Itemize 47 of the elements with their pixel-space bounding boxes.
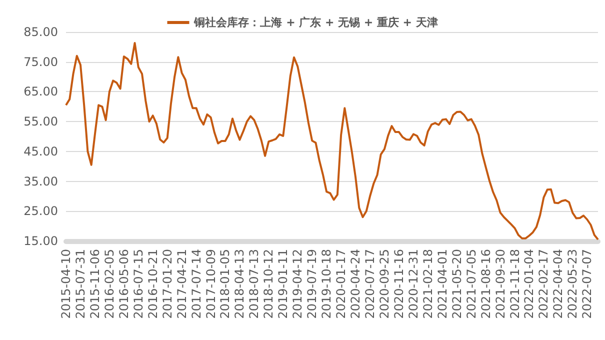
- x-tick-label: 2021-02-18: [420, 249, 435, 319]
- x-tick-label: 2021-05-20: [450, 249, 464, 319]
- x-tick-label: 2021-04-01: [435, 249, 450, 319]
- x-tick-label: 2018-04-13: [232, 249, 247, 319]
- x-tick-label: 2020-04-24: [348, 249, 363, 319]
- x-tick-label: 2015-11-06: [88, 249, 102, 319]
- x-tick-label: 2019-07-19: [305, 249, 320, 319]
- x-tick-label: 2018-01-05: [218, 249, 232, 319]
- x-tick-label: 2016-07-15: [131, 249, 146, 319]
- x-tick-label: 2021-09-30: [493, 249, 508, 319]
- x-tick-label: 2018-10-12: [262, 249, 276, 319]
- y-tick-label: 65.00: [24, 84, 58, 99]
- x-tick-label: 2018-07-13: [247, 249, 262, 319]
- x-tick-label: 2019-04-12: [290, 249, 305, 319]
- y-tick-label: 45.00: [24, 144, 58, 158]
- y-tick-label: 25.00: [24, 204, 58, 218]
- x-tick-label: 2022-05-23: [566, 249, 580, 319]
- x-tick-label: 2017-10-09: [204, 249, 218, 319]
- y-tick-label: 75.00: [24, 54, 58, 69]
- x-tick-label: 2022-01-04: [522, 249, 536, 319]
- x-tick-label: 2017-04-21: [174, 249, 189, 319]
- x-tick-label: 2021-08-16: [478, 249, 493, 319]
- x-tick-label: 2017-01-20: [160, 249, 174, 319]
- x-tick-label: 2022-02-17: [536, 249, 551, 319]
- y-tick-label: 55.00: [24, 114, 58, 129]
- legend-label: 铜社会库存：上海 + 广东 + 无锡 + 重庆 + 天津: [193, 16, 438, 29]
- y-tick-label: 15.00: [24, 234, 58, 248]
- x-tick-label: 2022-04-04: [551, 249, 566, 319]
- x-tick-label: 2020-11-16: [392, 249, 406, 319]
- x-tick-label: 2020-09-25: [377, 249, 392, 319]
- x-tick-label: 2021-07-05: [464, 249, 478, 319]
- x-tick-label: 2022-07-07: [580, 249, 594, 319]
- x-tick-label: 2019-01-11: [276, 249, 290, 319]
- x-tick-label: 2020-01-17: [334, 249, 348, 319]
- x-tick-label: 2016-10-21: [146, 249, 160, 319]
- x-tick-label: 2020-12-31: [406, 249, 420, 319]
- y-tick-label: 85.00: [24, 25, 58, 39]
- x-tick-label: 2019-10-18: [320, 249, 334, 319]
- x-tick-label: 2017-07-14: [189, 249, 204, 319]
- x-tick-label: 2016-02-05: [102, 249, 116, 319]
- x-tick-label: 2016-05-06: [116, 249, 131, 319]
- line-series: [65, 42, 599, 241]
- y-tick-label: 35.00: [24, 174, 58, 188]
- x-tick-label: 2020-07-17: [363, 249, 377, 319]
- x-tick-label: 2015-04-10: [59, 249, 73, 319]
- x-tick-label: 2015-07-31: [73, 249, 88, 319]
- x-tick-label: 2021-11-18: [508, 249, 522, 319]
